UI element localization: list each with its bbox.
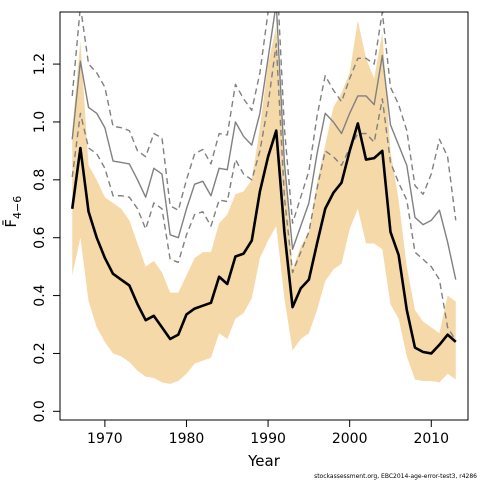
estimate-line (70, 122, 457, 355)
y-axis-title: F̄4−6 (1, 196, 24, 228)
credit-text: stockassessment.org, EBC2014-age-error-t… (314, 473, 477, 480)
comparison-estimate-line (71, 12, 457, 280)
x-tick-label: 2000 (332, 431, 368, 447)
series-layer (70, 12, 457, 355)
y-axis-title-symbol: F̄ (1, 219, 20, 228)
x-tick-label: 1980 (169, 431, 205, 447)
x-tick-label: 1970 (87, 431, 123, 447)
x-axis-title: Year (247, 452, 281, 470)
y-axis-title-subscript: 4−6 (11, 196, 24, 219)
y-tick-label: 0.8 (32, 169, 48, 191)
comparison-lower-line (71, 43, 457, 341)
x-tick-label: 1990 (250, 431, 286, 447)
y-tick-label: 1.0 (32, 111, 48, 133)
confidence-band-layer (72, 20, 456, 384)
plot-frame (59, 11, 469, 421)
comparison-upper-line (71, 12, 457, 224)
x-axis: 1970 1980 1990 2000 2010 (87, 420, 449, 447)
y-tick-label: 0.6 (32, 226, 48, 248)
y-tick-label: 0.4 (32, 284, 48, 306)
y-axis: 0.0 0.2 0.4 0.6 0.8 1.0 1.2 (32, 53, 60, 422)
y-tick-label: 1.2 (32, 53, 48, 75)
y-tick-label: 0.0 (32, 400, 48, 422)
y-tick-label: 0.2 (32, 342, 48, 364)
x-tick-label: 2010 (413, 431, 449, 447)
confidence-band (72, 20, 456, 384)
